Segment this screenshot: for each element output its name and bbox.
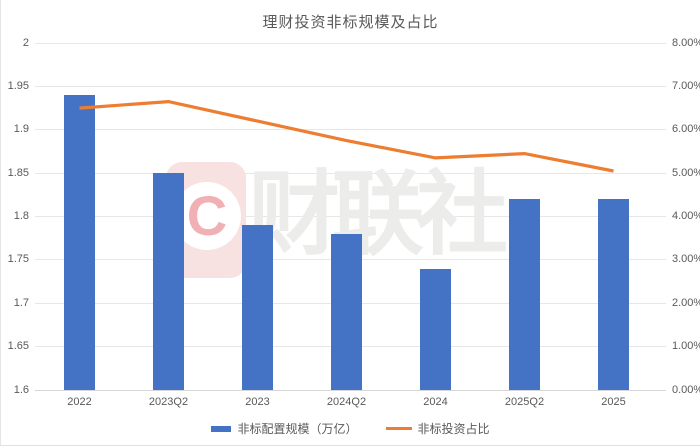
y-axis-label-right: 6.00%: [672, 123, 700, 136]
y-axis-label-left: 2: [22, 36, 29, 49]
gridline: [35, 216, 666, 217]
y-axis-label-left: 1.75: [7, 253, 29, 266]
y-axis-label-right: 0.00%: [672, 383, 700, 396]
bar: [64, 95, 95, 390]
watermark-text: 财联社: [248, 164, 508, 266]
x-axis-label: 2023Q2: [148, 396, 189, 408]
y-axis-label-left: 1.95: [7, 79, 29, 92]
bar: [598, 199, 629, 390]
y-axis-label-left: 1.9: [13, 123, 29, 136]
legend: 非标配置规模（万亿） 非标投资占比: [1, 420, 700, 437]
x-axis-label: 2025: [601, 396, 626, 408]
watermark-logo-circle: C: [173, 182, 241, 250]
bar: [242, 225, 273, 390]
y-axis-label-right: 5.00%: [672, 166, 700, 179]
legend-item-line-series: 非标投资占比: [385, 420, 490, 437]
y-axis-label-left: 1.7: [13, 296, 29, 309]
x-axis-label: 2022: [67, 396, 92, 408]
y-axis-label-right: 1.00%: [672, 340, 700, 353]
x-axis-label: 2024Q2: [326, 396, 367, 408]
y-axis-label-right: 7.00%: [672, 79, 700, 92]
trend-line: [79, 99, 614, 173]
gridline: [35, 85, 666, 87]
watermark-logo-letter: C: [186, 184, 228, 247]
x-axis-line: [35, 389, 666, 391]
gridline: [35, 42, 666, 44]
bar: [420, 268, 451, 390]
legend-label-line-series: 非标投资占比: [417, 422, 490, 436]
legend-label-bar-series: 非标配置规模（万亿）: [237, 422, 358, 436]
chart-title: 理财投资非标规模及占比: [262, 14, 439, 31]
bar-series-swatch-icon: [211, 425, 232, 432]
y-axis-label-left: 1.6: [13, 383, 29, 396]
y-axis-label-right: 3.00%: [672, 253, 700, 266]
gridline: [35, 129, 666, 131]
y-axis-label-right: 8.00%: [672, 36, 700, 49]
bar: [331, 233, 362, 390]
y-axis-label-left: 1.65: [7, 340, 29, 353]
x-axis-label: 2023: [245, 396, 270, 408]
line-series-swatch-icon: [385, 427, 412, 430]
y-axis-label-right: 4.00%: [672, 210, 700, 222]
x-axis-label: 2024: [423, 396, 448, 408]
bar: [509, 199, 540, 390]
y-axis-label-left: 1.85: [7, 166, 29, 179]
x-axis-label: 2025Q2: [504, 396, 545, 408]
bar: [153, 173, 184, 390]
legend-item-bar-series: 非标配置规模（万亿）: [211, 420, 358, 437]
gridline: [35, 172, 666, 174]
y-axis-label-right: 2.00%: [672, 296, 700, 309]
y-axis-label-left: 1.8: [13, 210, 29, 222]
